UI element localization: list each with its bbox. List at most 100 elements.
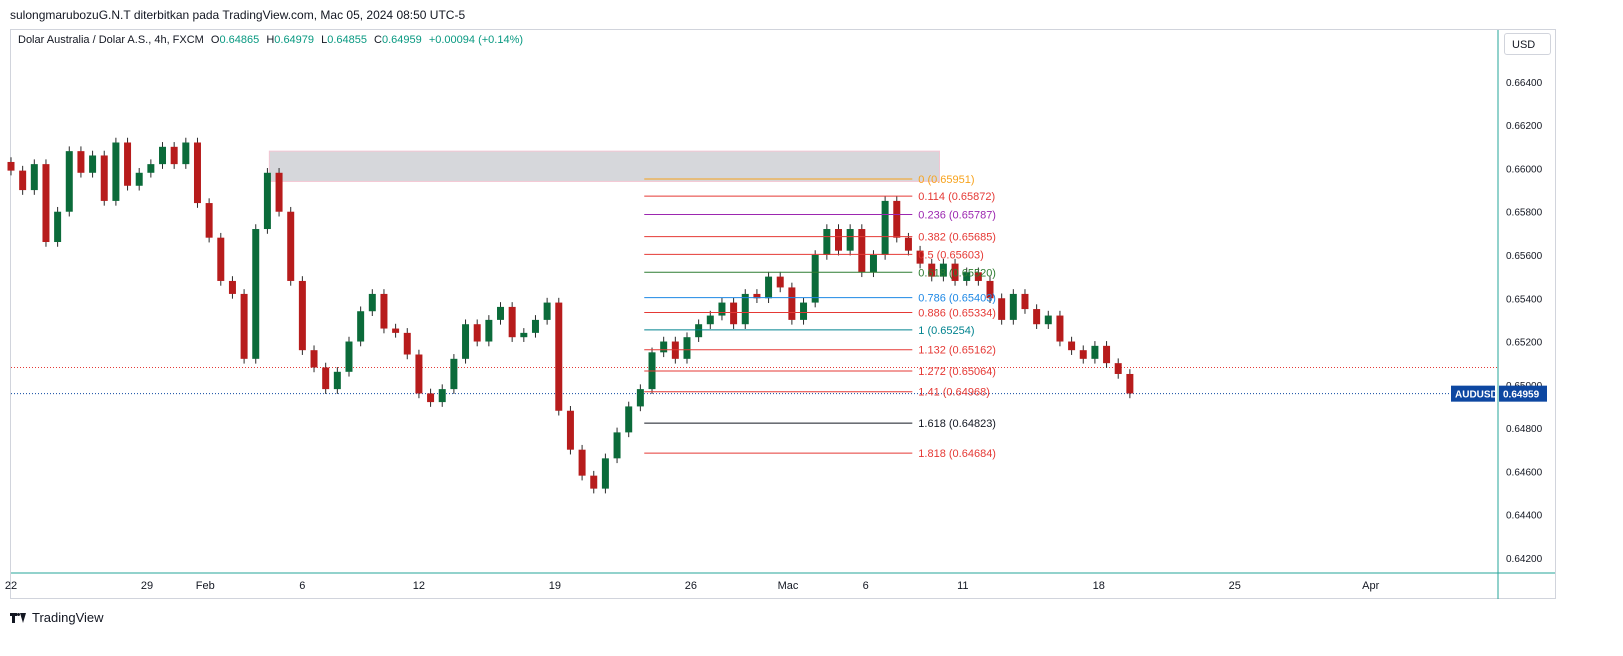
symbol-label[interactable]: Dolar Australia / Dolar A.S., 4h, FXCM bbox=[18, 34, 204, 46]
candle-up bbox=[939, 263, 947, 277]
candle-up bbox=[520, 332, 528, 338]
x-tick-label: Mac bbox=[778, 580, 799, 592]
candle-down bbox=[508, 306, 516, 338]
x-tick-label: 11 bbox=[957, 580, 968, 592]
fib-level-label: 0.382 (0.65685) bbox=[918, 232, 996, 244]
fib-level-label: 0.786 (0.65403) bbox=[918, 293, 996, 305]
candle-up bbox=[625, 406, 633, 433]
y-tick-label: 0.66200 bbox=[1506, 121, 1543, 132]
fib-level-label: 0 (0.65951) bbox=[918, 174, 974, 186]
candle-up bbox=[1044, 315, 1052, 325]
y-tick-label: 0.66400 bbox=[1506, 78, 1543, 89]
fib-level-label: 0.618 (0.65520) bbox=[918, 267, 996, 279]
candle-down bbox=[916, 250, 924, 264]
fib-level-label: 0.114 (0.65872) bbox=[918, 191, 995, 203]
x-tick-label: 25 bbox=[1229, 580, 1241, 592]
x-tick-label: 6 bbox=[863, 580, 869, 592]
high-label: H bbox=[266, 34, 275, 46]
candle-down bbox=[415, 354, 423, 394]
candle-down bbox=[427, 393, 435, 403]
candle-down bbox=[228, 280, 236, 294]
candle-down bbox=[928, 263, 936, 277]
low-label: L bbox=[321, 34, 328, 46]
chart-frame bbox=[10, 29, 1556, 599]
candle-up bbox=[846, 229, 854, 251]
candle-up bbox=[660, 341, 668, 353]
candle-down bbox=[788, 287, 796, 320]
y-tick-label: 0.65200 bbox=[1506, 338, 1543, 349]
candle-up bbox=[252, 229, 260, 359]
fib-level-label: 0.5 (0.65603) bbox=[918, 249, 983, 261]
last-price-badge bbox=[1499, 385, 1547, 402]
candle-down bbox=[893, 200, 901, 238]
candle-down bbox=[42, 164, 50, 243]
candle-down bbox=[1033, 309, 1041, 325]
candle-up bbox=[54, 211, 62, 243]
candle-down bbox=[403, 332, 411, 355]
fib-level-label: 0.236 (0.65787) bbox=[918, 210, 996, 222]
candle-down bbox=[1126, 373, 1134, 394]
candle-down bbox=[392, 328, 400, 333]
x-tick-label: 18 bbox=[1093, 580, 1105, 592]
candle-down bbox=[566, 410, 574, 450]
candle-up bbox=[30, 164, 38, 191]
y-tick-label: 0.65600 bbox=[1506, 251, 1543, 262]
y-tick-label: 0.64800 bbox=[1506, 424, 1543, 435]
candle-down bbox=[193, 142, 201, 204]
candle-up bbox=[881, 200, 889, 255]
candle-up bbox=[182, 142, 190, 165]
close-label: C bbox=[374, 34, 382, 46]
candle-down bbox=[590, 475, 598, 489]
candle-up bbox=[112, 142, 120, 201]
candle-up bbox=[135, 172, 143, 186]
candle-down bbox=[730, 302, 738, 325]
fib-level-label: 1.41 (0.64968) bbox=[918, 387, 990, 399]
x-tick-label: 12 bbox=[413, 580, 425, 592]
candle-down bbox=[578, 449, 586, 476]
candle-up bbox=[613, 432, 621, 459]
x-tick-label: 26 bbox=[685, 580, 697, 592]
y-tick-label: 0.65800 bbox=[1506, 208, 1543, 219]
candle-down bbox=[287, 211, 295, 281]
candle-down bbox=[380, 293, 388, 329]
candle-down bbox=[310, 350, 318, 368]
candle-down bbox=[322, 367, 330, 390]
candle-down bbox=[1021, 293, 1029, 310]
candle-up bbox=[1009, 293, 1017, 320]
x-tick-label: 6 bbox=[299, 580, 305, 592]
currency-button[interactable]: USD bbox=[1504, 33, 1551, 55]
candle-up bbox=[497, 306, 505, 320]
supply-zone-rect bbox=[268, 150, 941, 182]
y-tick-label: 0.65400 bbox=[1506, 294, 1543, 305]
candle-up bbox=[357, 311, 365, 342]
candle-down bbox=[555, 302, 563, 411]
tradingview-branding[interactable]: TradingView bbox=[10, 610, 104, 625]
candle-down bbox=[217, 237, 225, 281]
symbol-price-badge bbox=[1451, 385, 1495, 402]
close-value: 0.64959 bbox=[382, 34, 422, 46]
candle-up bbox=[601, 458, 609, 489]
candle-down bbox=[298, 280, 306, 351]
tradingview-logo-icon bbox=[10, 612, 27, 623]
candle-up bbox=[485, 319, 493, 342]
candle-up bbox=[765, 276, 773, 299]
candle-down bbox=[124, 142, 132, 186]
candle-up bbox=[695, 324, 703, 338]
candle-up bbox=[706, 315, 714, 325]
fib-level-label: 1.272 (0.65064) bbox=[918, 366, 996, 378]
x-tick-label: Feb bbox=[196, 580, 215, 592]
candle-down bbox=[275, 172, 283, 212]
change-value: +0.00094 (+0.14%) bbox=[428, 34, 524, 46]
candle-down bbox=[7, 161, 15, 171]
candle-up bbox=[1091, 345, 1099, 359]
candle-up bbox=[869, 254, 877, 273]
fib-level-label: 0.886 (0.65334) bbox=[918, 308, 996, 320]
candle-up bbox=[800, 302, 808, 320]
candle-down bbox=[753, 293, 761, 299]
candle-down bbox=[1079, 350, 1087, 359]
candle-up bbox=[718, 302, 726, 316]
open-value: 0.64865 bbox=[219, 34, 260, 46]
candle-up bbox=[963, 272, 971, 281]
candle-down bbox=[1056, 315, 1064, 342]
